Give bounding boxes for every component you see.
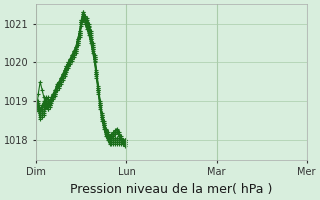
X-axis label: Pression niveau de la mer( hPa ): Pression niveau de la mer( hPa ) [70, 183, 273, 196]
